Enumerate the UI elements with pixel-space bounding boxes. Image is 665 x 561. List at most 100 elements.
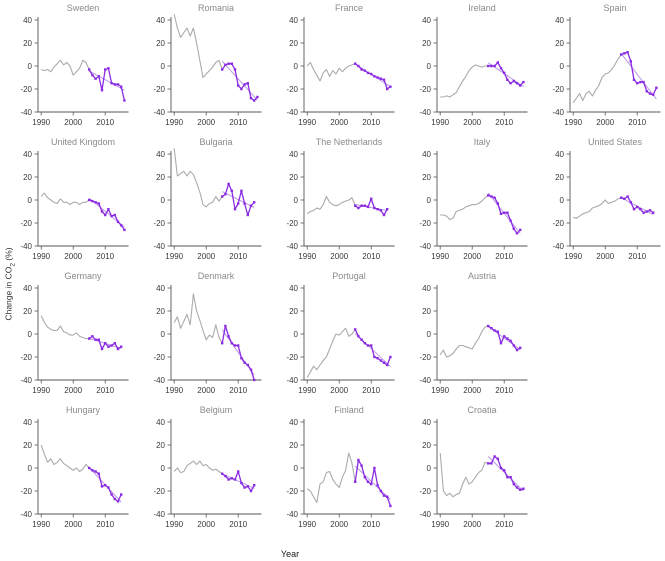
data-point-marker: [107, 67, 110, 70]
subplot-title: Austria: [467, 271, 496, 281]
y-tick-label: 40: [422, 418, 431, 427]
y-tick-label: 0: [294, 196, 299, 205]
x-tick-label: 2000: [64, 386, 82, 395]
data-point-marker: [487, 462, 490, 465]
data-point-marker: [506, 211, 509, 214]
y-tick-label: 0: [161, 464, 166, 473]
y-tick-label: -20: [419, 353, 431, 362]
data-point-marker: [94, 338, 97, 341]
y-tick-label: 20: [422, 441, 431, 450]
gray-series-line: [439, 452, 489, 498]
data-point-marker: [230, 342, 233, 345]
y-tick-label: 40: [289, 150, 298, 159]
y-tick-label: 20: [289, 39, 298, 48]
y-tick-label: 20: [422, 39, 431, 48]
y-tick-label: 40: [555, 150, 564, 159]
x-tick-label: 1990: [32, 252, 50, 261]
subplot-ireland: Ireland -40 -20 0 20 40 1990 2000 2010: [399, 2, 532, 136]
axis-spines: [303, 419, 395, 515]
data-point-marker: [354, 62, 357, 65]
y-tick-label: -20: [419, 219, 431, 228]
chart-svg: -40 -20 0 20 40 1990 2000 2010: [419, 150, 528, 261]
data-point-marker: [224, 474, 227, 478]
data-point-marker: [237, 84, 240, 87]
data-point-marker: [116, 500, 120, 503]
subplot-portugal: Portugal -40 -20 0 20 40 1990 2000 2010: [266, 270, 399, 404]
data-point-marker: [360, 464, 363, 467]
data-point-marker: [493, 329, 496, 332]
y-tick-label: -20: [286, 85, 298, 94]
data-point-marker: [357, 458, 360, 462]
subplot-france: France -40 -20 0 20 40 1990 2000 2010: [266, 2, 399, 136]
data-point-marker: [493, 64, 496, 68]
y-tick-label: 40: [23, 418, 32, 427]
chart-svg: -40 -20 0 20 40 1990 2000 2010: [20, 150, 129, 261]
y-tick-label: -20: [153, 219, 165, 228]
x-tick-label: 2010: [96, 520, 114, 529]
data-point-marker: [94, 77, 97, 80]
data-point-marker: [509, 219, 512, 222]
data-point-marker: [509, 476, 512, 479]
data-point-marker: [512, 79, 515, 83]
data-point-marker: [116, 220, 120, 223]
trend-line: [88, 70, 125, 91]
x-tick-label: 2010: [96, 118, 114, 127]
data-point-marker: [253, 378, 256, 382]
y-tick-label: -40: [419, 376, 431, 385]
data-point-marker: [91, 335, 94, 338]
small-multiples-grid: Sweden -40 -20 0 20 40 1990 2000 2010 Romania -40-…: [0, 2, 665, 538]
chart-svg: -40 -20 0 20 40 1990 2000 2010: [552, 16, 661, 127]
y-tick-label: -20: [153, 487, 165, 496]
subplot-title: Spain: [603, 3, 627, 13]
subplot-title: Ireland: [468, 3, 496, 13]
data-point-marker: [515, 486, 519, 489]
data-point-marker: [370, 72, 373, 76]
data-point-marker: [648, 209, 652, 212]
data-point-marker: [642, 211, 645, 214]
x-tick-label: 2010: [229, 252, 247, 261]
data-point-marker: [113, 83, 116, 86]
data-point-marker: [360, 204, 363, 207]
subplot-spain: Spain -40 -20 0 20 40 1990 2000 2010: [532, 2, 665, 136]
data-point-marker: [113, 497, 116, 501]
data-point-marker: [123, 99, 126, 102]
chart-svg: -40 -20 0 20 40 1990 2000 2010: [20, 418, 129, 529]
y-tick-label: 0: [427, 464, 432, 473]
data-point-marker: [224, 193, 227, 196]
data-point-marker: [629, 60, 632, 63]
x-tick-label: 2010: [362, 386, 380, 395]
y-tick-label: -40: [552, 108, 564, 117]
x-tick-label: 2010: [229, 118, 247, 127]
y-tick-label: 40: [156, 418, 165, 427]
highlight-series-line: [88, 199, 125, 231]
data-point-marker: [224, 63, 227, 66]
y-tick-label: -40: [153, 376, 165, 385]
subplot-title: United Kingdom: [50, 137, 116, 147]
data-point-marker: [487, 64, 490, 68]
x-tick-label: 2010: [628, 118, 646, 127]
x-tick-label: 2010: [362, 520, 380, 529]
x-tick-label: 2000: [330, 386, 348, 395]
data-point-marker: [389, 85, 392, 88]
data-point-marker: [237, 470, 240, 473]
data-point-marker: [363, 476, 366, 479]
data-point-marker: [249, 204, 253, 207]
x-tick-label: 2010: [495, 520, 513, 529]
data-point-marker: [357, 64, 360, 68]
data-point-marker: [360, 68, 363, 71]
y-tick-label: 40: [23, 16, 32, 25]
data-point-marker: [91, 199, 94, 203]
data-point-marker: [110, 344, 113, 347]
x-tick-label: 2000: [197, 386, 215, 395]
highlight-series-line: [620, 51, 657, 96]
data-point-marker: [512, 482, 515, 486]
y-tick-label: 20: [156, 173, 165, 182]
y-tick-label: 40: [23, 150, 32, 159]
y-tick-label: 40: [289, 16, 298, 25]
y-tick-label: -40: [286, 376, 298, 385]
y-tick-label: 0: [294, 330, 299, 339]
y-tick-label: 0: [427, 330, 432, 339]
axis-spines: [37, 17, 129, 113]
subplot-the-netherlands: The Netherlands -40 -20 0 20 40 1990 2000 2010: [266, 136, 399, 270]
data-point-marker: [237, 202, 240, 205]
